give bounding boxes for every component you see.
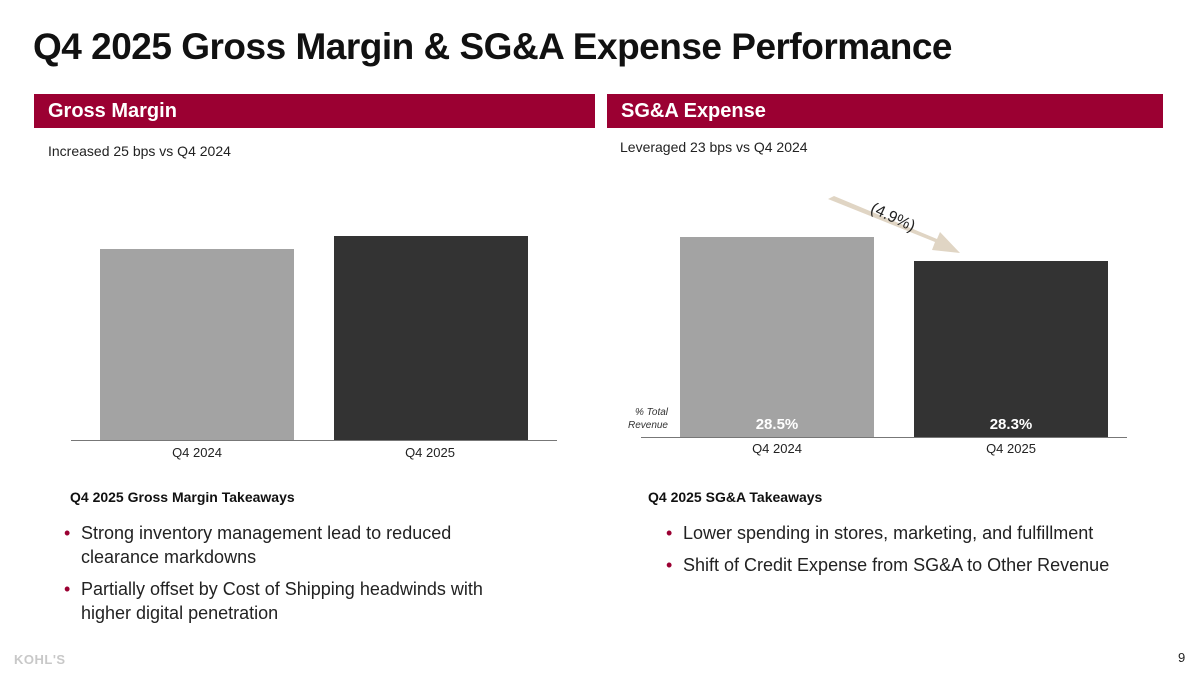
kohls-logo: KOHL'S xyxy=(14,652,66,667)
sga-x-label: Q4 2024 xyxy=(752,441,802,456)
sga-takeaways-title: Q4 2025 SG&A Takeaways xyxy=(648,489,823,505)
sga-bar-q4-2025 xyxy=(914,261,1108,437)
sga-row-label: % Total Revenue xyxy=(627,407,668,431)
sga-takeaways-list: • Lower spending in stores, marketing, an… xyxy=(666,521,1166,577)
sga-data-label: 28.3% xyxy=(989,416,1033,433)
gm-takeaways-list: • Strong inventory management lead to red… xyxy=(64,521,524,625)
page-number: 9 xyxy=(1178,650,1186,665)
gm-bar-q4-2025 xyxy=(334,236,528,440)
list-item: • Shift of Credit Expense from SG&A to Ot… xyxy=(666,555,1110,575)
decrease-arrow-icon xyxy=(828,196,960,253)
sga-chart: (4.9%) 28.5% 28.3% % Total Revenue Q4 20… xyxy=(627,196,1127,456)
sga-subtitle: Leveraged 23 bps vs Q4 2024 xyxy=(620,139,808,155)
sga-header: SG&A Expense xyxy=(607,94,1163,128)
list-item: • Lower spending in stores, marketing, an… xyxy=(666,523,1094,543)
gm-x-label: Q4 2024 xyxy=(172,445,222,460)
gm-x-axis xyxy=(71,440,557,441)
gm-x-label: Q4 2025 xyxy=(405,445,455,460)
page-title: Q4 2025 Gross Margin & SG&A Expense Perf… xyxy=(33,26,953,67)
sga-x-axis xyxy=(641,437,1127,438)
list-item: • Partially offset by Cost of Shipping he… xyxy=(64,579,483,623)
gm-takeaways-title: Q4 2025 Gross Margin Takeaways xyxy=(70,489,295,505)
list-item: • Strong inventory management lead to red… xyxy=(64,523,452,567)
gm-bar-q4-2024 xyxy=(100,249,294,440)
sga-x-label: Q4 2025 xyxy=(986,441,1036,456)
sga-data-label: 28.5% xyxy=(755,416,799,433)
gross-margin-header: Gross Margin xyxy=(34,94,595,128)
sga-bar-q4-2024 xyxy=(680,237,874,437)
gross-margin-chart: Q4 2024 Q4 2025 xyxy=(0,0,600,470)
gross-margin-subtitle: Increased 25 bps vs Q4 2024 xyxy=(48,143,231,159)
